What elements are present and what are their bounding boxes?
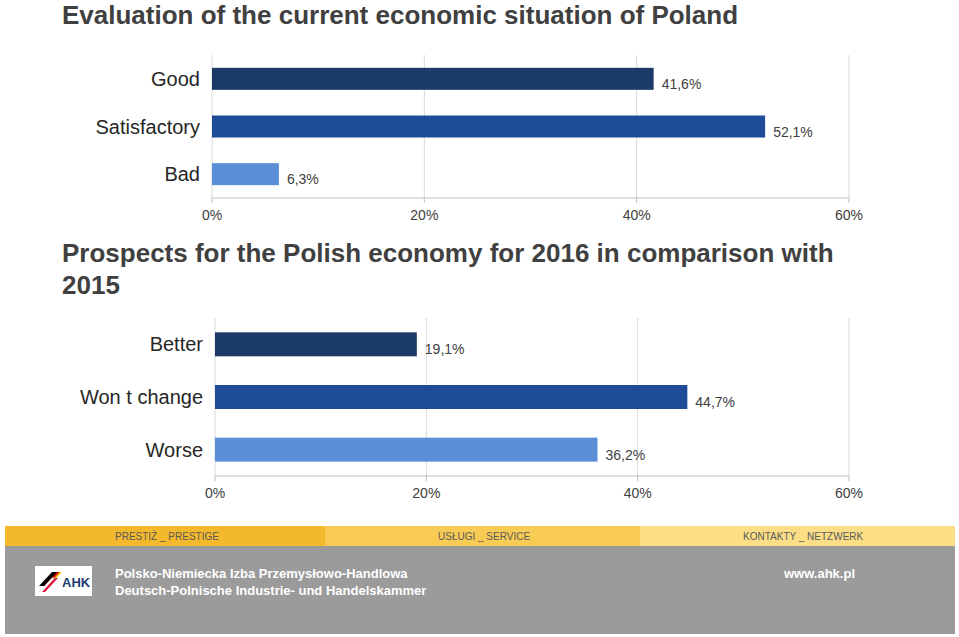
url: www.ahk.pl [783, 566, 855, 581]
bar [212, 163, 279, 185]
title-line: Prospects for the Polish economy for 201… [62, 238, 834, 268]
tick-label: 20% [412, 485, 440, 501]
category-label: Satisfactory [96, 116, 200, 138]
bar [212, 68, 654, 90]
data-label: 44,7% [695, 394, 735, 410]
logo-box [35, 566, 92, 596]
footer: PRESTIŻ _ PRESTIGE USŁUGI _ SERVICE KONTAK… [5, 526, 955, 634]
category-label: Worse [146, 439, 203, 461]
footer-tab-label: USŁUGI _ SERVICE [438, 531, 530, 542]
title-line: 2015 [62, 270, 120, 300]
tick-mark [215, 476, 216, 481]
tick-mark [212, 198, 213, 203]
x-axis-line [212, 198, 849, 199]
logo-text: AHK [62, 575, 91, 590]
x-axis-line [215, 476, 849, 477]
grid-line [849, 55, 850, 198]
footer-tab [5, 526, 325, 546]
bar [212, 116, 765, 138]
title-line: Evaluation of the current economic situa… [62, 0, 738, 30]
chart: Prospects for the Polish economy for 201… [62, 238, 863, 501]
org-name: Polsko-Niemiecka Izba Przemysłowo-Handlo… [115, 566, 408, 581]
category-label: Won t change [80, 386, 203, 408]
footer-tab [640, 526, 955, 546]
tick-label: 0% [205, 485, 225, 501]
tick-mark [636, 198, 637, 203]
bar [215, 438, 598, 462]
footer-band [5, 546, 955, 634]
tick-label: 40% [623, 207, 651, 223]
data-label: 19,1% [425, 341, 465, 357]
category-label: Bad [164, 163, 200, 185]
bar [215, 385, 687, 409]
tick-label: 0% [202, 207, 222, 223]
bars [212, 68, 765, 185]
tick-label: 40% [624, 485, 652, 501]
bar [215, 332, 417, 356]
tick-label: 60% [835, 485, 863, 501]
tick-mark [426, 476, 427, 481]
category-label: Better [150, 333, 204, 355]
chart-title: Evaluation of the current economic situa… [62, 0, 738, 30]
tick-label: 60% [835, 207, 863, 223]
tick-mark [424, 198, 425, 203]
data-label: 6,3% [287, 171, 319, 187]
data-label: 36,2% [606, 447, 646, 463]
logo-flag [39, 578, 55, 592]
bars [215, 332, 687, 461]
org-name: Deutsch-Polnische Industrie- und Handels… [115, 583, 426, 598]
tick-mark [637, 476, 638, 481]
grid-line [849, 318, 850, 476]
footer-tab-label: PRESTIŻ _ PRESTIGE [115, 530, 219, 542]
footer-tab-label: KONTAKTY _ NETZWERK [743, 531, 864, 542]
footer-tab [325, 526, 640, 546]
category-label: Good [151, 68, 200, 90]
tick-mark [849, 198, 850, 203]
chart: Evaluation of the current economic situa… [62, 0, 863, 223]
logo-flag [42, 578, 58, 592]
data-label: 52,1% [773, 124, 813, 140]
data-label: 41,6% [662, 76, 702, 92]
page: Evaluation of the current economic situa… [0, 0, 959, 637]
tick-label: 20% [410, 207, 438, 223]
tick-mark [849, 476, 850, 481]
chart-title: Prospects for the Polish economy for 201… [62, 238, 834, 300]
